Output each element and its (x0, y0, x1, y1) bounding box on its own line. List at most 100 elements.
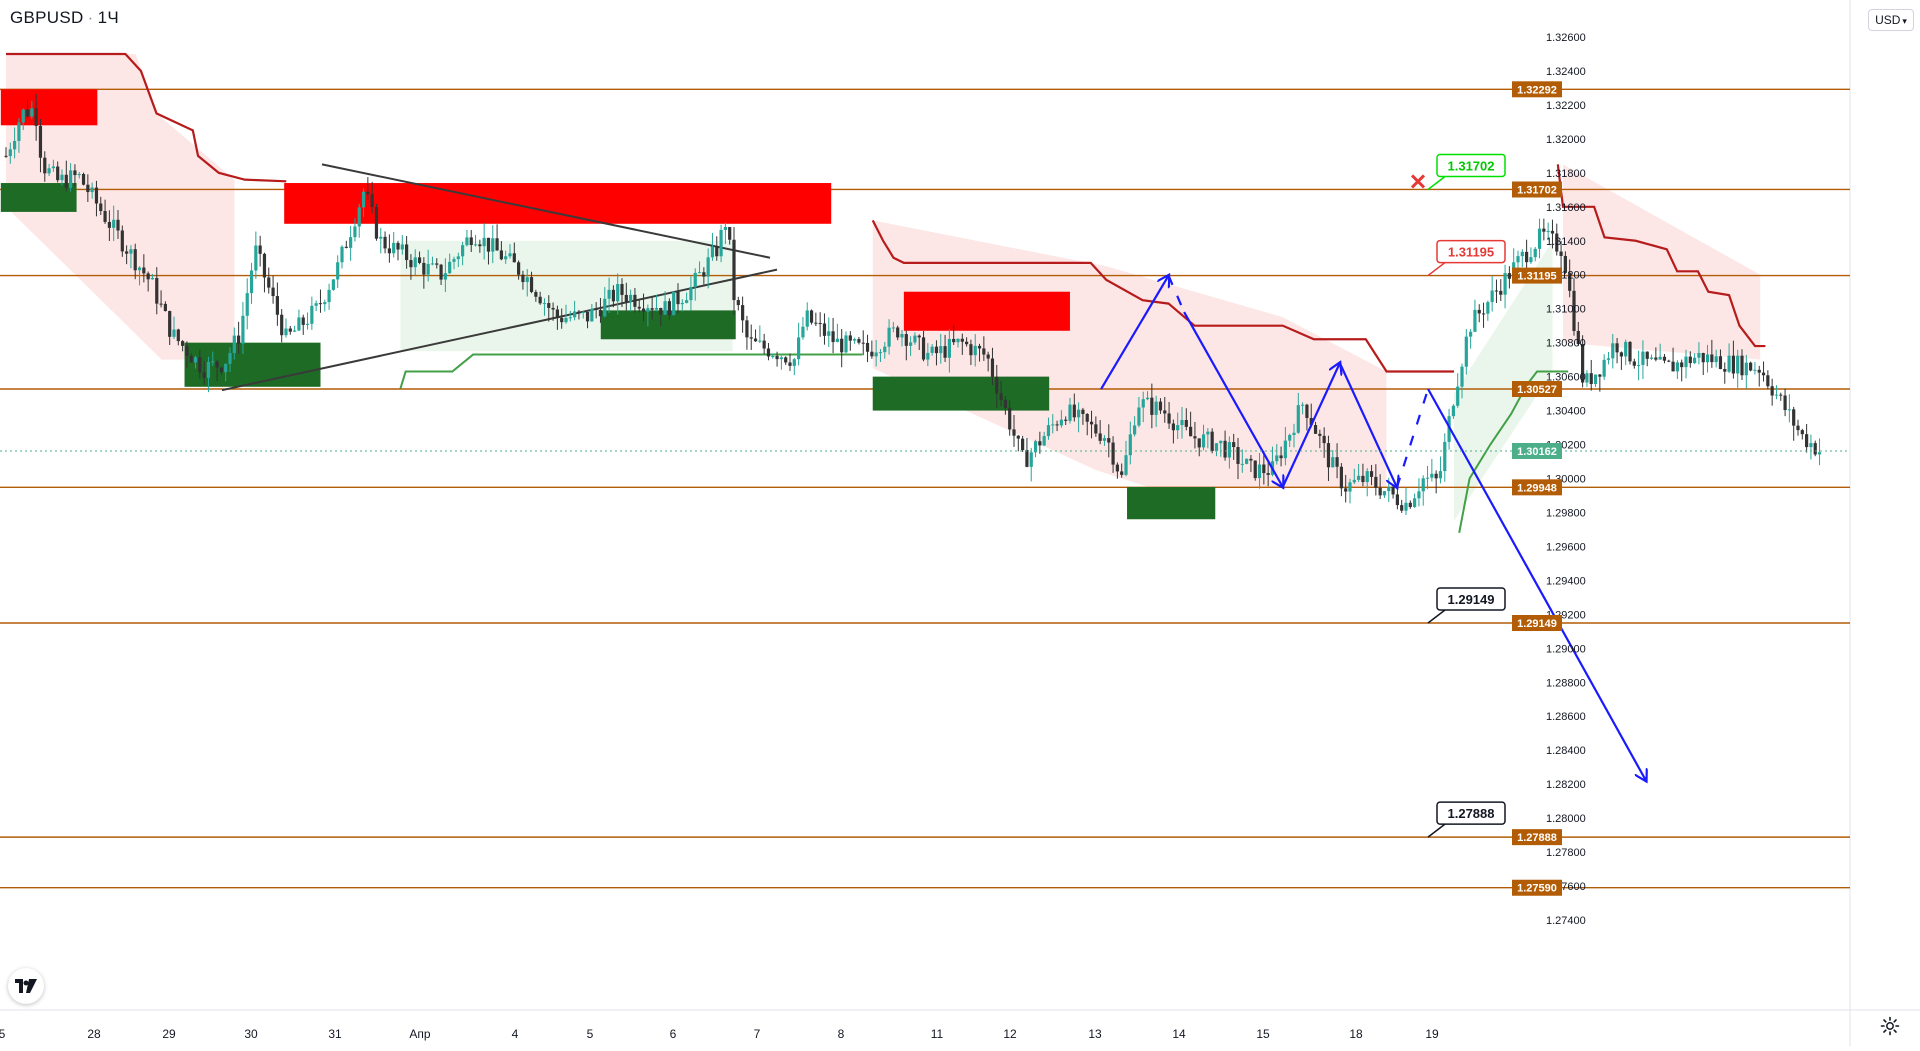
candle-body (1219, 440, 1223, 444)
tradingview-logo-icon[interactable] (8, 968, 44, 1004)
candle-body (909, 342, 913, 346)
level-price-badge: 1.30527 (1512, 381, 1562, 398)
candle-body (327, 289, 331, 303)
time-tick-label: 29 (162, 1027, 176, 1041)
candle-body (1279, 455, 1283, 459)
gear-icon[interactable] (1878, 1014, 1902, 1038)
candle-body (891, 327, 895, 329)
candle-body (1391, 486, 1395, 495)
candle-body (1438, 471, 1443, 479)
projection-arrow (1395, 388, 1430, 488)
candle-body (1227, 442, 1231, 458)
candle-body (344, 246, 348, 248)
candle-body (1516, 256, 1520, 263)
candle-body (1542, 228, 1546, 232)
candle-body (1443, 441, 1447, 472)
candle-body (1675, 362, 1679, 372)
candle-body (977, 345, 982, 349)
candle-body (1288, 434, 1292, 441)
candle-body (103, 211, 107, 222)
candle-body (1296, 405, 1300, 433)
candle-body (1283, 440, 1287, 459)
support-zone (600, 310, 736, 340)
time-tick-label: 11 (931, 1027, 944, 1041)
price-tick-label: 1.29800 (1546, 507, 1586, 519)
price-tick-label: 1.29000 (1546, 643, 1586, 655)
candle-body (81, 173, 86, 185)
candle-body (1710, 354, 1714, 363)
candle-body (529, 277, 534, 293)
candle-body (1089, 421, 1094, 425)
candle-body (1723, 369, 1727, 372)
chevron-down-icon: ▾ (1902, 16, 1907, 26)
callout-label: 1.31702 (1448, 158, 1495, 173)
level-price-badge: 1.31702 (1512, 181, 1562, 198)
candle-body (232, 335, 236, 354)
candle-body (896, 327, 900, 338)
candle-body (43, 157, 47, 174)
candle-body (1727, 355, 1731, 372)
close-icon (1410, 174, 1426, 189)
candle-body (4, 155, 8, 157)
candle-body (486, 237, 491, 252)
candle-body (1809, 443, 1813, 448)
candle-body (1473, 309, 1477, 332)
candle-body (603, 298, 607, 317)
candle-body (1464, 336, 1468, 367)
candle-body (797, 337, 801, 360)
symbol-header[interactable]: GBPUSD · 1Ч (10, 8, 119, 27)
candle-body (1085, 413, 1089, 422)
candle-body (461, 245, 465, 257)
candle-body (116, 219, 120, 231)
candle-body (715, 246, 719, 257)
price-tick-label: 1.28000 (1546, 813, 1586, 825)
candle-body (387, 248, 391, 254)
candle-body (1469, 331, 1473, 337)
time-tick-label: 6 (670, 1027, 677, 1041)
candle-body (607, 289, 611, 299)
candle-body (1038, 441, 1042, 446)
candle-body (969, 344, 973, 356)
candle-body (1339, 466, 1343, 489)
candle-body (1718, 356, 1723, 370)
candle-body (254, 245, 258, 271)
candle-body (439, 264, 443, 280)
time-tick-label: 19 (1425, 1027, 1439, 1041)
candle-body (1404, 502, 1408, 511)
candle-body (1214, 443, 1219, 452)
candle-body (1357, 475, 1361, 480)
candle-body (840, 338, 844, 353)
candle-body (637, 306, 641, 309)
candle-body (1425, 477, 1430, 479)
bull-trail-line (399, 353, 863, 389)
candle-body (1456, 386, 1460, 406)
candle-body (1688, 356, 1692, 364)
callout-box (1436, 153, 1506, 178)
candle-body (1344, 488, 1348, 492)
candle-body (271, 287, 275, 297)
candle-body (538, 296, 542, 304)
candle-body (413, 257, 417, 268)
candle-body (1021, 438, 1025, 451)
candle-body (685, 300, 689, 303)
currency-dropdown[interactable]: USD ▾ (1868, 9, 1914, 31)
candle-body (1602, 359, 1606, 377)
candle-body (159, 303, 163, 305)
candle-body (1693, 357, 1697, 364)
candle-body (13, 140, 17, 150)
candle-body (577, 311, 581, 313)
candle-body (865, 342, 870, 352)
candle-body (1477, 309, 1481, 314)
candle-body (1257, 464, 1262, 479)
candle-body (629, 294, 633, 302)
candle-body (1150, 397, 1154, 415)
candle-body (758, 340, 762, 342)
price-tick-label: 1.32200 (1546, 100, 1586, 112)
level-badge-label: 1.27888 (1517, 832, 1557, 844)
price-tick-label: 1.27800 (1546, 847, 1586, 859)
candle-body (672, 291, 676, 316)
candle-body (1115, 464, 1119, 472)
candle-body (521, 274, 525, 283)
candle-body (176, 329, 180, 342)
